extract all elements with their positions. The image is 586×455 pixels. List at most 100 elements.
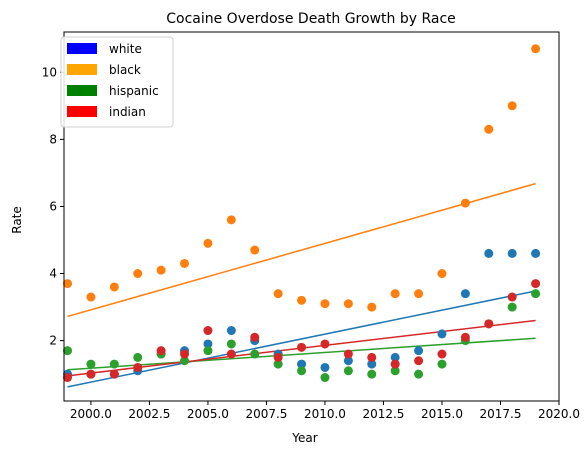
legend-swatch-white: [67, 43, 97, 54]
point-hispanic: [133, 352, 143, 362]
point-black: [460, 198, 470, 208]
y-tick-label: 10: [42, 65, 57, 79]
y-axis: 2 4 6 8 10: [42, 65, 64, 348]
legend-box: [60, 36, 174, 128]
point-hispanic: [250, 349, 260, 359]
point-indian: [484, 319, 494, 329]
point-indian: [343, 349, 353, 359]
chart-title: Cocaine Overdose Death Growth by Race: [166, 11, 456, 27]
point-white: [320, 362, 330, 372]
x-tick-label: 2002.5: [128, 407, 170, 421]
point-white: [226, 326, 236, 336]
x-tick-label: 2012.5: [362, 407, 404, 421]
point-black: [273, 289, 283, 299]
x-axis: 2000.0 2002.5 2005.0 2007.5 2010.0 2012.5 2015…: [70, 401, 580, 421]
point-white: [414, 346, 424, 356]
point-black: [390, 289, 400, 299]
point-indian: [297, 342, 307, 352]
point-indian: [133, 362, 143, 372]
point-hispanic: [273, 359, 283, 369]
point-indian: [203, 326, 213, 336]
point-white: [460, 289, 470, 299]
point-hispanic: [63, 346, 73, 356]
x-tick-label: 2005.0: [187, 407, 229, 421]
point-hispanic: [203, 346, 213, 356]
point-indian: [460, 332, 470, 342]
point-black: [437, 269, 447, 279]
trend-line-white: [67, 290, 536, 388]
legend-label-hispanic: hispanic: [109, 84, 159, 98]
point-indian: [180, 349, 190, 359]
point-black: [367, 302, 377, 312]
point-indian: [507, 292, 517, 302]
legend-label-black: black: [109, 63, 141, 77]
plot-area: [63, 44, 541, 388]
point-hispanic: [86, 359, 96, 369]
point-black: [297, 295, 307, 305]
point-hispanic: [109, 359, 119, 369]
legend: white black hispanic indian: [60, 36, 174, 128]
point-hispanic: [343, 366, 353, 376]
legend-label-white: white: [109, 42, 142, 56]
legend-swatch-black: [67, 64, 97, 75]
x-axis-label: Year: [291, 431, 317, 445]
y-tick-label: 2: [49, 334, 57, 348]
point-indian: [109, 369, 119, 379]
point-black: [507, 101, 517, 111]
x-tick-label: 2007.5: [245, 407, 287, 421]
point-black: [156, 265, 166, 275]
point-hispanic: [507, 302, 517, 312]
point-indian: [414, 356, 424, 366]
x-tick-label: 2017.5: [479, 407, 521, 421]
point-black: [63, 279, 73, 289]
point-white: [484, 248, 494, 258]
point-black: [343, 299, 353, 309]
x-tick-label: 2020.0: [538, 407, 580, 421]
point-white: [203, 339, 213, 349]
point-hispanic: [320, 373, 330, 383]
point-black: [86, 292, 96, 302]
legend-swatch-hispanic: [67, 85, 97, 96]
plot-frame: [63, 31, 560, 402]
point-indian: [390, 359, 400, 369]
point-white: [367, 359, 377, 369]
point-indian: [226, 349, 236, 359]
point-hispanic: [531, 289, 541, 299]
point-black: [226, 215, 236, 225]
legend-label-indian: indian: [109, 105, 146, 119]
y-tick-label: 8: [49, 132, 57, 146]
point-indian: [273, 352, 283, 362]
trend-line-hispanic: [67, 337, 536, 371]
point-white: [531, 248, 541, 258]
x-tick-label: 2010.0: [304, 407, 346, 421]
point-white: [343, 356, 353, 366]
point-hispanic: [297, 366, 307, 376]
point-black: [133, 269, 143, 279]
point-black: [320, 299, 330, 309]
point-indian: [437, 349, 447, 359]
point-white: [390, 352, 400, 362]
legend-swatch-indian: [67, 106, 97, 117]
point-indian: [63, 373, 73, 383]
point-black: [109, 282, 119, 292]
y-tick-label: 6: [49, 199, 57, 213]
point-black: [531, 44, 541, 54]
point-hispanic: [390, 366, 400, 376]
point-hispanic: [437, 359, 447, 369]
point-indian: [531, 279, 541, 289]
y-tick-label: 4: [49, 267, 57, 281]
y-axis-label: Rate: [10, 206, 24, 234]
x-tick-label: 2015.0: [421, 407, 463, 421]
point-indian: [367, 352, 377, 362]
point-white: [507, 248, 517, 258]
point-hispanic: [180, 356, 190, 366]
point-black: [250, 245, 260, 255]
point-hispanic: [367, 369, 377, 379]
point-black: [203, 238, 213, 248]
point-black: [180, 258, 190, 268]
point-indian: [250, 332, 260, 342]
x-tick-label: 2000.0: [70, 407, 112, 421]
trend-line-black: [67, 182, 536, 318]
point-indian: [86, 369, 96, 379]
